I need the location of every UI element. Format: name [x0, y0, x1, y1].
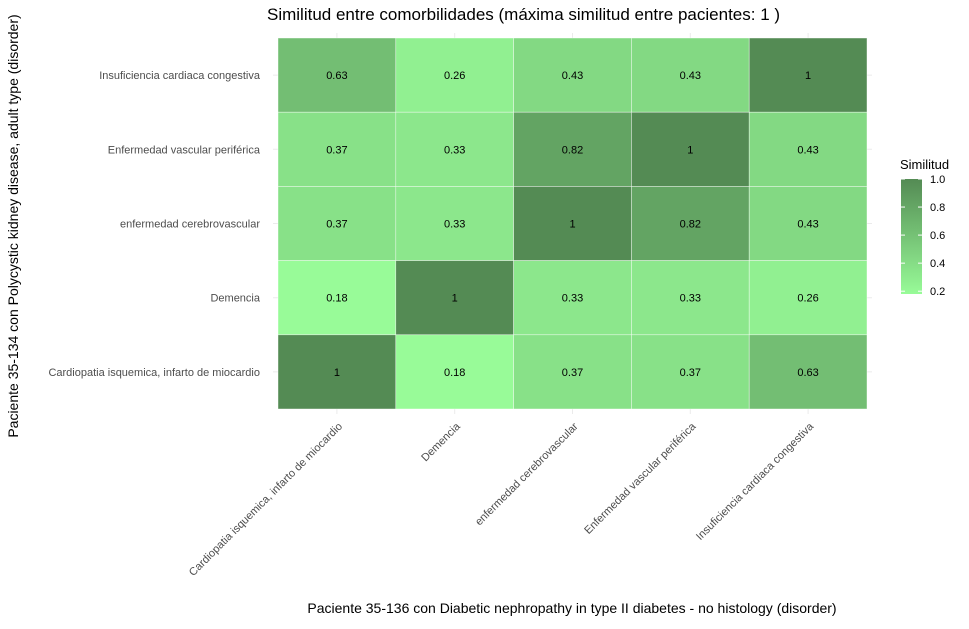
- x-tick-label: Cardiopatia isquemica, infarto de miocar…: [187, 421, 345, 579]
- legend-tick-label: 1.0: [930, 174, 945, 186]
- heatmap-cell: [395, 186, 514, 261]
- heatmap-cell: [748, 186, 868, 261]
- heatmap-cell: [748, 260, 868, 336]
- chart-title: Similitud entre comorbilidades (máxima s…: [267, 5, 780, 24]
- cell-value-label: 0.33: [444, 144, 465, 156]
- x-tick-label: Demencia: [419, 420, 463, 464]
- y-tick-label: Demencia: [210, 293, 260, 305]
- heatmap-cell: [395, 334, 514, 410]
- cell-value-label: 1: [805, 70, 811, 82]
- cell-value-label: 0.26: [797, 293, 818, 305]
- cell-value-label: 1: [569, 219, 575, 231]
- cell-value-label: 1: [334, 367, 340, 379]
- heatmap-cell: [513, 334, 632, 410]
- legend: Similitud 1.0 0.8 0.6 0.4 0.2: [900, 157, 949, 298]
- heatmap-cell: [631, 111, 750, 187]
- cell-value-label: 0.33: [444, 219, 465, 231]
- heatmap-cell: [513, 260, 632, 336]
- cell-value-label: 1: [687, 144, 693, 156]
- heatmap-cell: [631, 334, 750, 410]
- legend-title: Similitud: [900, 157, 949, 172]
- cell-value-label: 0.37: [326, 144, 347, 156]
- cell-value-label: 0.33: [562, 293, 583, 305]
- cell-value-label: 0.18: [326, 293, 347, 305]
- cell-value-label: 0.43: [680, 70, 701, 82]
- cell-value-label: 1: [452, 293, 458, 305]
- legend-tick-label: 0.4: [930, 258, 945, 270]
- heatmap-cell: [748, 111, 868, 187]
- y-tick-label: Cardiopatia isquemica, infarto de miocar…: [48, 367, 260, 379]
- x-tick-label: Enfermedad vascular periférica: [582, 420, 699, 537]
- heatmap-cell: [748, 37, 868, 113]
- heatmap-cell: [395, 111, 514, 187]
- y-tick-label: enfermedad cerebrovascular: [120, 219, 260, 231]
- heatmap-cell: [277, 186, 397, 261]
- heatmap-cell: [277, 260, 397, 336]
- cell-value-label: 0.18: [444, 367, 465, 379]
- cell-value-label: 0.63: [326, 70, 347, 82]
- heatmap-cell: [631, 260, 750, 336]
- cell-value-label: 0.43: [797, 144, 818, 156]
- cell-value-label: 0.82: [680, 219, 701, 231]
- x-tick-label: enfermedad cerebrovascular: [473, 420, 581, 528]
- x-axis-title: Paciente 35-136 con Diabetic nephropathy…: [307, 600, 836, 616]
- y-tick-label: Enfermedad vascular periférica: [108, 144, 261, 156]
- heatmap-cell: [748, 334, 868, 410]
- x-tick-labels: Cardiopatia isquemica, infarto de miocar…: [187, 420, 817, 579]
- y-axis-title: Paciente 35-134 con Polycystic kidney di…: [5, 14, 21, 437]
- cell-value-label: 0.43: [562, 70, 583, 82]
- legend-tick-label: 0.2: [930, 286, 945, 298]
- y-tick-labels: Insuficiencia cardiaca congestiva Enferme…: [48, 70, 260, 379]
- legend-tick-label: 0.6: [930, 230, 945, 242]
- heatmap-cell: [277, 334, 397, 410]
- cell-value-label: 0.43: [797, 219, 818, 231]
- cell-value-label: 0.82: [562, 144, 583, 156]
- cell-value-label: 0.37: [562, 367, 583, 379]
- x-tick-label: Insuficiencia cardiaca congestiva: [694, 420, 817, 543]
- cell-value-label: 0.37: [326, 219, 347, 231]
- heatmap-cell: [631, 186, 750, 261]
- heatmap-cell: [395, 37, 514, 113]
- cell-value-label: 0.37: [680, 367, 701, 379]
- heatmap-cell: [513, 186, 632, 261]
- cell-value-label: 0.26: [444, 70, 465, 82]
- legend-colorbar: [901, 179, 922, 294]
- heatmap-cell: [277, 111, 397, 187]
- legend-tick-label: 0.8: [930, 202, 945, 214]
- heatmap-cell: [631, 37, 750, 113]
- cell-value-label: 0.33: [680, 293, 701, 305]
- y-tick-label: Insuficiencia cardiaca congestiva: [99, 70, 261, 82]
- cell-value-label: 0.63: [797, 367, 818, 379]
- cells-layer: 0.63 0.26 0.43 0.43 1 0.37 0.33 0.82 1 0.43 0.37 0.…: [277, 37, 868, 410]
- heatmap-cell: [277, 37, 397, 113]
- heatmap-cell: [513, 111, 632, 187]
